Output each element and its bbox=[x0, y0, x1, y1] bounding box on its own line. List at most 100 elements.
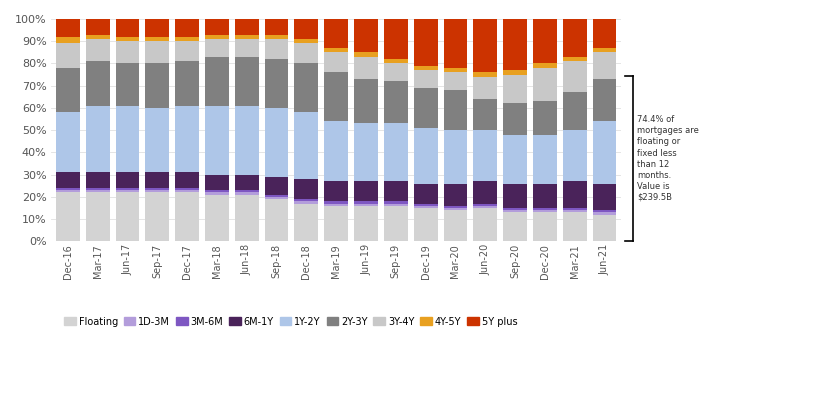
Bar bbox=[205, 175, 229, 190]
Bar bbox=[414, 19, 437, 66]
Bar bbox=[533, 212, 556, 241]
Bar bbox=[56, 19, 80, 37]
Bar bbox=[175, 19, 199, 37]
Bar bbox=[235, 106, 259, 175]
Bar bbox=[294, 63, 318, 112]
Bar bbox=[443, 210, 467, 241]
Bar bbox=[533, 19, 556, 63]
Bar bbox=[354, 53, 378, 57]
Bar bbox=[354, 203, 378, 206]
Bar bbox=[563, 19, 586, 57]
Bar bbox=[86, 19, 110, 35]
Bar bbox=[473, 181, 497, 203]
Bar bbox=[473, 203, 497, 206]
Bar bbox=[116, 19, 139, 37]
Bar bbox=[443, 130, 467, 183]
Bar bbox=[533, 183, 556, 208]
Bar bbox=[503, 183, 527, 208]
Bar bbox=[324, 53, 348, 73]
Bar bbox=[265, 199, 288, 241]
Bar bbox=[592, 53, 616, 79]
Bar bbox=[354, 57, 378, 79]
Bar bbox=[294, 39, 318, 43]
Bar bbox=[563, 130, 586, 181]
Bar bbox=[414, 66, 437, 70]
Bar bbox=[473, 73, 497, 77]
Bar bbox=[116, 192, 139, 241]
Bar bbox=[503, 208, 527, 210]
Bar bbox=[592, 121, 616, 183]
Bar bbox=[146, 108, 169, 172]
Bar bbox=[116, 172, 139, 188]
Bar bbox=[473, 77, 497, 99]
Bar bbox=[354, 206, 378, 241]
Bar bbox=[414, 88, 437, 128]
Bar bbox=[265, 39, 288, 59]
Bar bbox=[235, 19, 259, 35]
Bar bbox=[146, 37, 169, 41]
Bar bbox=[384, 206, 407, 241]
Bar bbox=[473, 19, 497, 73]
Bar bbox=[56, 37, 80, 43]
Bar bbox=[294, 199, 318, 201]
Bar bbox=[265, 197, 288, 199]
Bar bbox=[205, 106, 229, 175]
Bar bbox=[86, 190, 110, 192]
Bar bbox=[324, 19, 348, 48]
Bar bbox=[563, 210, 586, 212]
Bar bbox=[116, 41, 139, 63]
Bar bbox=[56, 188, 80, 190]
Bar bbox=[384, 123, 407, 181]
Bar bbox=[116, 190, 139, 192]
Bar bbox=[324, 203, 348, 206]
Bar bbox=[473, 208, 497, 241]
Bar bbox=[235, 39, 259, 57]
Bar bbox=[443, 183, 467, 206]
Bar bbox=[443, 90, 467, 130]
Bar bbox=[175, 37, 199, 41]
Bar bbox=[86, 39, 110, 61]
Text: 74.4% of
mortgages are
floating or
fixed less
than 12
months.
Value is
$239.5B: 74.4% of mortgages are floating or fixed… bbox=[637, 115, 699, 202]
Bar bbox=[86, 106, 110, 172]
Bar bbox=[205, 57, 229, 106]
Bar bbox=[384, 203, 407, 206]
Bar bbox=[503, 135, 527, 183]
Bar bbox=[265, 35, 288, 39]
Bar bbox=[533, 210, 556, 212]
Bar bbox=[414, 206, 437, 208]
Bar bbox=[563, 93, 586, 130]
Bar bbox=[414, 70, 437, 88]
Bar bbox=[205, 190, 229, 192]
Bar bbox=[146, 188, 169, 190]
Bar bbox=[175, 192, 199, 241]
Bar bbox=[116, 106, 139, 172]
Bar bbox=[324, 201, 348, 203]
Bar bbox=[592, 210, 616, 212]
Bar bbox=[56, 172, 80, 188]
Bar bbox=[324, 206, 348, 241]
Bar bbox=[86, 172, 110, 188]
Bar bbox=[265, 195, 288, 197]
Bar bbox=[503, 103, 527, 135]
Bar bbox=[384, 81, 407, 123]
Bar bbox=[86, 192, 110, 241]
Bar bbox=[354, 123, 378, 181]
Bar bbox=[146, 63, 169, 108]
Bar bbox=[443, 19, 467, 68]
Bar bbox=[443, 206, 467, 208]
Legend: Floating, 1D-3M, 3M-6M, 6M-1Y, 1Y-2Y, 2Y-3Y, 3Y-4Y, 4Y-5Y, 5Y plus: Floating, 1D-3M, 3M-6M, 6M-1Y, 1Y-2Y, 2Y… bbox=[60, 313, 521, 331]
Bar bbox=[324, 121, 348, 181]
Bar bbox=[294, 179, 318, 199]
Bar bbox=[175, 41, 199, 61]
Bar bbox=[324, 48, 348, 53]
Bar bbox=[503, 212, 527, 241]
Bar bbox=[235, 57, 259, 106]
Bar bbox=[294, 43, 318, 63]
Bar bbox=[503, 210, 527, 212]
Bar bbox=[294, 203, 318, 241]
Bar bbox=[205, 39, 229, 57]
Bar bbox=[324, 73, 348, 121]
Bar bbox=[473, 130, 497, 181]
Bar bbox=[205, 35, 229, 39]
Bar bbox=[175, 61, 199, 106]
